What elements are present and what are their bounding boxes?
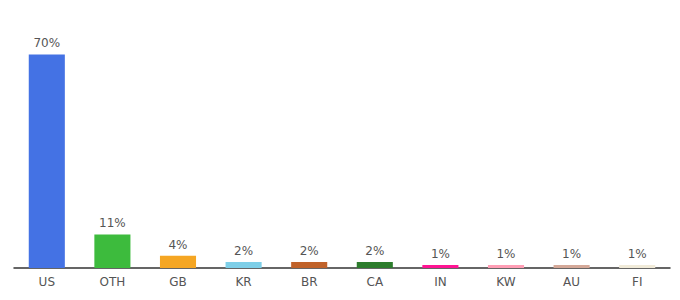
svg-text:1%: 1% — [496, 247, 515, 261]
svg-text:2%: 2% — [234, 244, 253, 258]
svg-text:KR: KR — [235, 275, 251, 289]
svg-text:US: US — [39, 275, 55, 289]
svg-text:2%: 2% — [300, 244, 319, 258]
svg-text:OTH: OTH — [99, 275, 125, 289]
svg-text:GB: GB — [169, 275, 187, 289]
svg-text:BR: BR — [301, 275, 318, 289]
svg-text:11%: 11% — [99, 216, 126, 230]
svg-text:4%: 4% — [168, 238, 187, 252]
svg-text:AU: AU — [563, 275, 580, 289]
svg-text:1%: 1% — [628, 247, 647, 261]
svg-text:KW: KW — [496, 275, 515, 289]
svg-text:2%: 2% — [365, 244, 384, 258]
svg-text:70%: 70% — [33, 36, 60, 50]
svg-text:1%: 1% — [562, 247, 581, 261]
svg-text:CA: CA — [367, 275, 384, 289]
svg-text:1%: 1% — [431, 247, 450, 261]
svg-text:FI: FI — [632, 275, 642, 289]
svg-text:IN: IN — [434, 275, 447, 289]
